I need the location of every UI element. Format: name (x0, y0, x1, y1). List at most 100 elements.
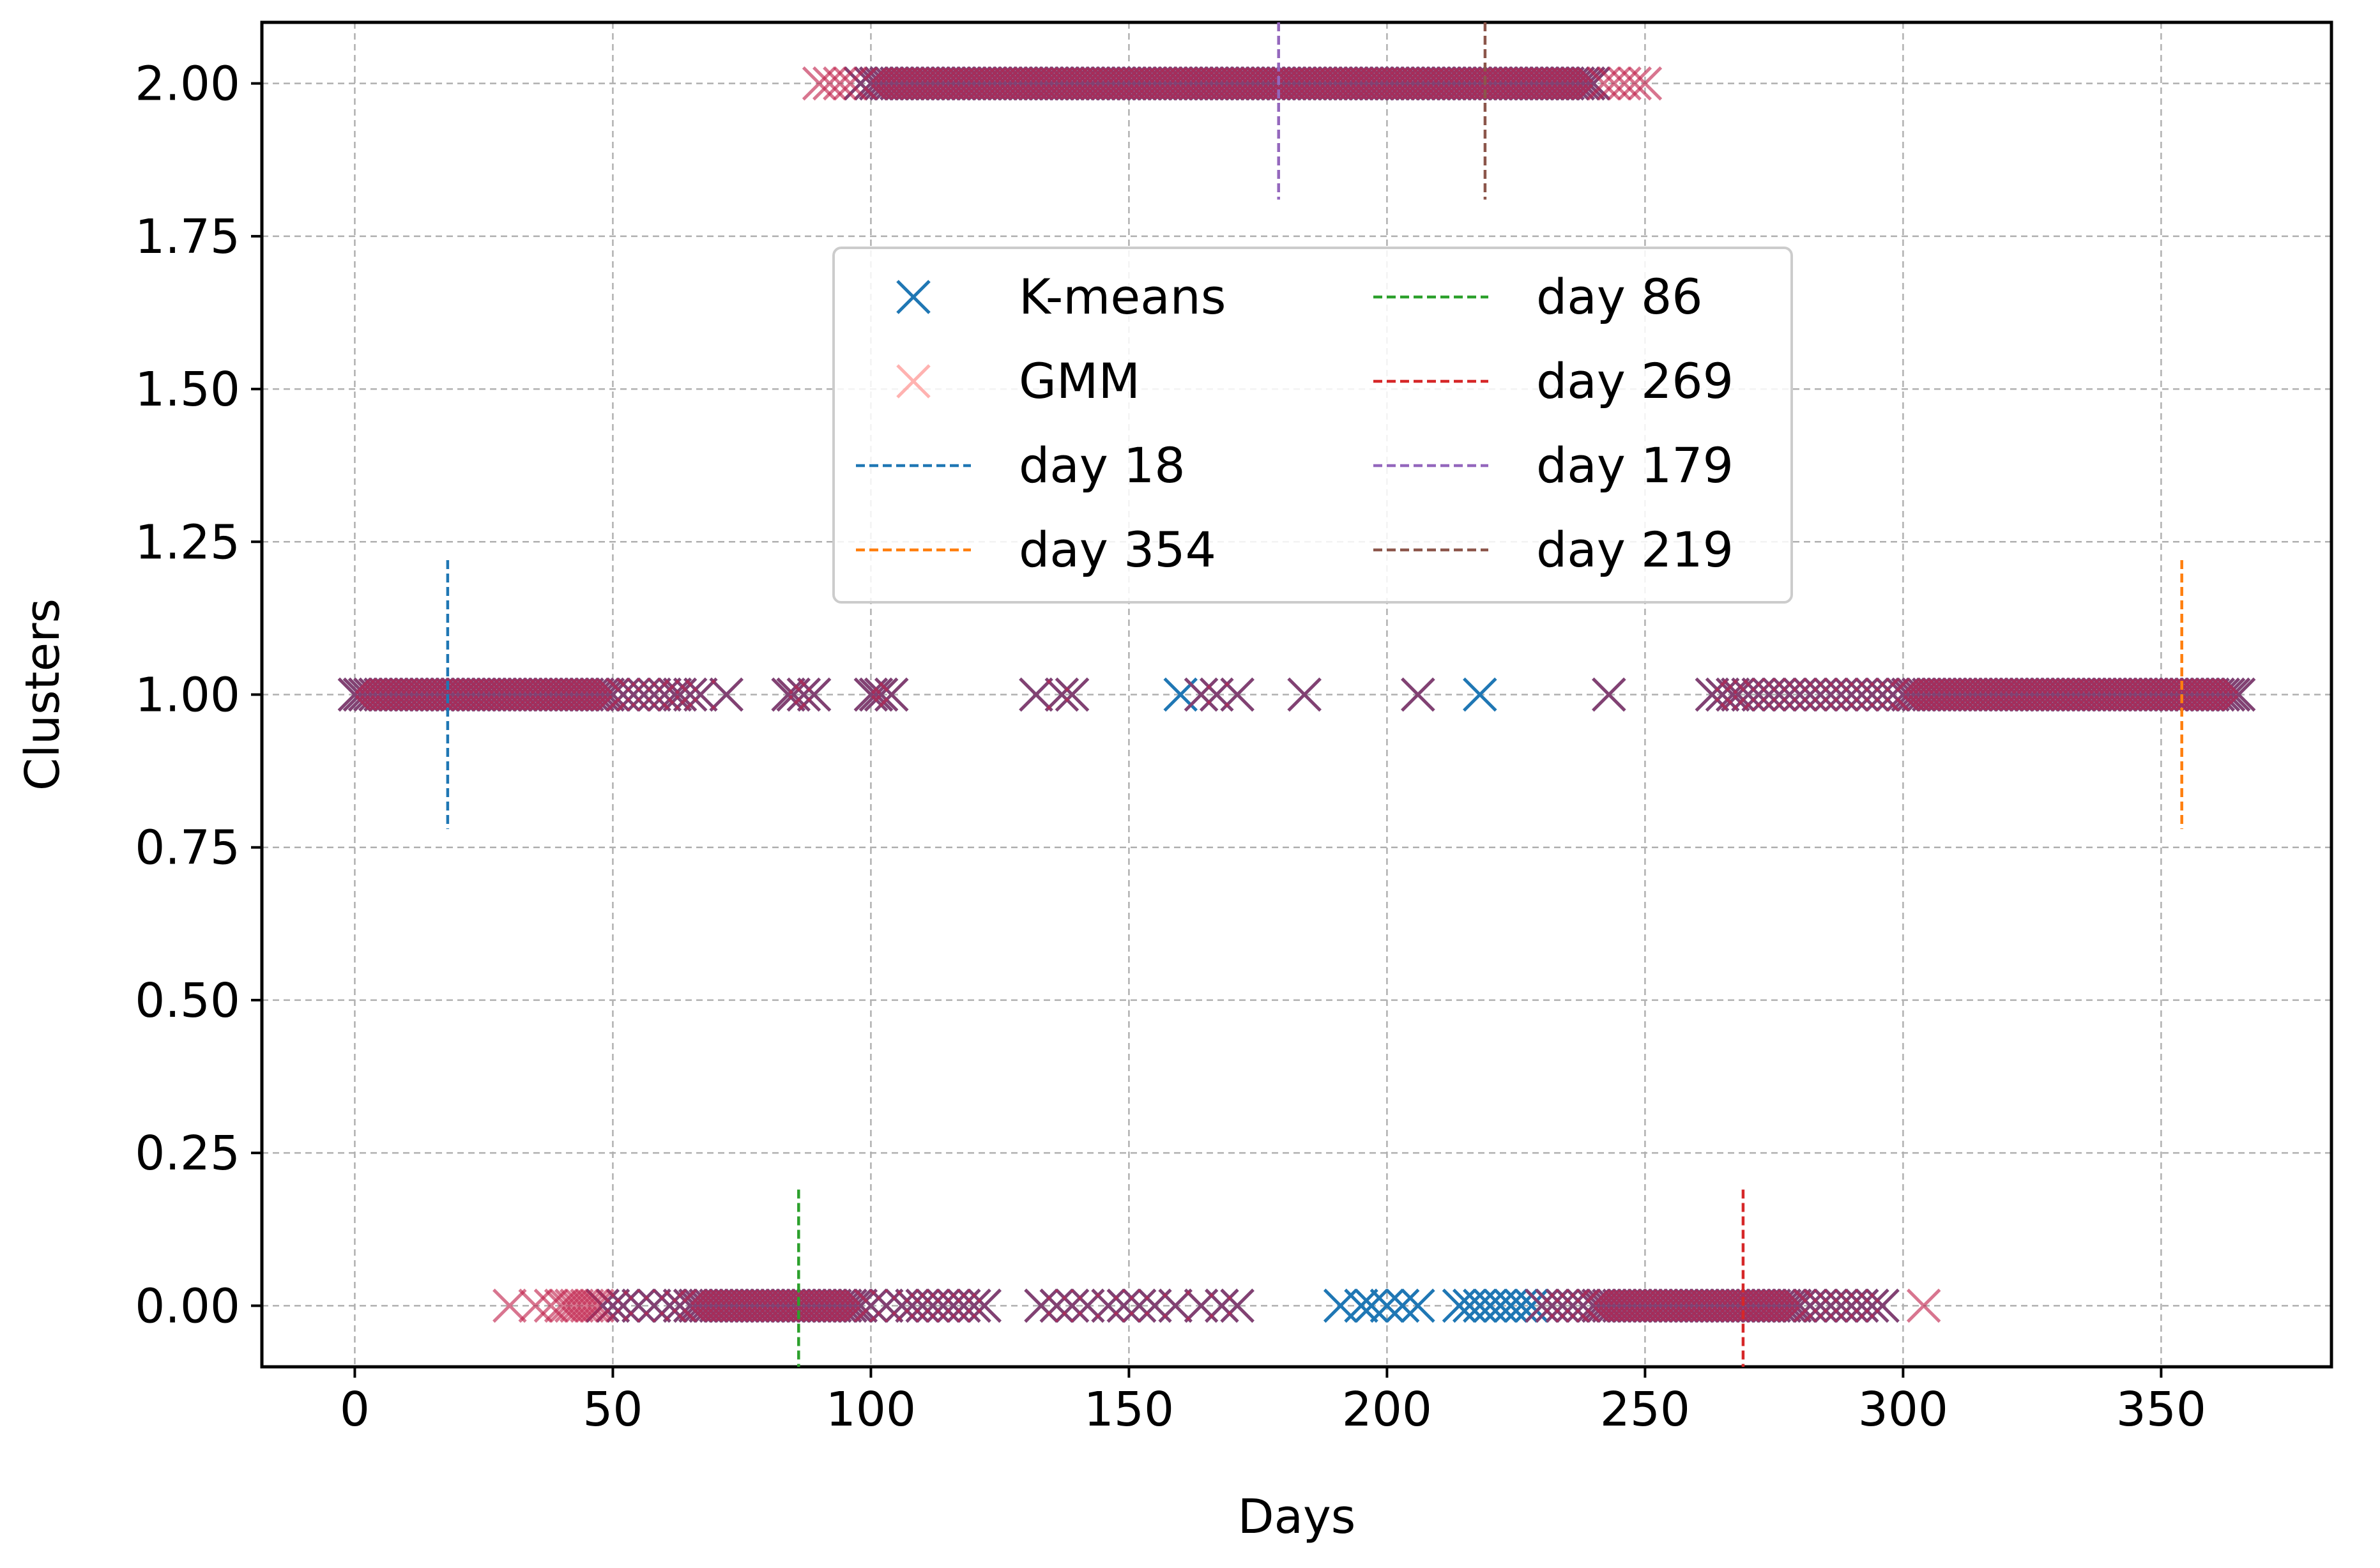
gmm-point (1158, 1288, 1193, 1323)
gmm-point (622, 1288, 656, 1323)
gmm-point (1715, 677, 1750, 712)
scatter-points (337, 66, 2256, 1323)
kmeans-point (1463, 677, 1497, 712)
gmm-point (1767, 1288, 1802, 1323)
gmm-point (1039, 1288, 1074, 1323)
gmm-point (1055, 1288, 1090, 1323)
gmm-point (843, 1288, 878, 1323)
gmm-point (1287, 677, 1322, 712)
gmm-point (786, 677, 821, 712)
legend-label: day 18 (1019, 437, 1186, 494)
legend-marker-gmm (896, 364, 931, 399)
x-tick-label: 100 (826, 1382, 916, 1437)
gmm-point (492, 1288, 527, 1323)
x-tick-label: 200 (1342, 1382, 1432, 1437)
gmm-point (2221, 677, 2256, 712)
gmm-point (1106, 1288, 1141, 1323)
kmeans-point (1354, 1288, 1389, 1323)
gmm-point (1855, 1288, 1889, 1323)
gmm-point (709, 677, 744, 712)
gmm-point (606, 1288, 641, 1323)
kmeans-point (1385, 1288, 1420, 1323)
legend-marker-k-means (896, 280, 931, 314)
gmm-point (580, 1288, 614, 1323)
gmm-point (1705, 677, 1740, 712)
y-tick-label: 0.50 (135, 973, 240, 1028)
gmm-point (657, 677, 692, 712)
gmm-point (1571, 66, 1606, 101)
gmm-point (673, 677, 708, 712)
gmm-point (838, 1288, 873, 1323)
gmm-point (771, 677, 805, 712)
plot-frame (260, 20, 2333, 1369)
x-tick-label: 50 (583, 1382, 643, 1437)
gmm-point (957, 1288, 991, 1323)
y-tick-label: 1.75 (135, 209, 240, 264)
gmm-point (580, 677, 614, 712)
x-tick-label: 250 (1600, 1382, 1690, 1437)
gmm-point (1205, 1288, 1239, 1323)
gmm-point (967, 1288, 1002, 1323)
legend-label: day 219 (1536, 521, 1734, 578)
gmm-point (828, 1288, 862, 1323)
axis-ticks: 0 50 100 150 200 250 300 350 0.00 0.25 0.50 0.75 1.0… (135, 57, 2206, 1437)
gmm-point (1220, 677, 1255, 712)
y-tick-label: 0.25 (135, 1126, 240, 1181)
gmm-point (647, 677, 682, 712)
gmm-point (1777, 1288, 1812, 1323)
legend-label: K-means (1019, 268, 1226, 325)
gmm-point (1019, 677, 1053, 712)
gmm-point (853, 1288, 889, 1323)
gmm-point (683, 677, 718, 712)
gmm-point (1024, 1288, 1058, 1323)
kmeans-point (1401, 1288, 1435, 1323)
gmm-point (1220, 1288, 1255, 1323)
kmeans-point (1369, 1288, 1405, 1323)
gmm-point (1628, 66, 1663, 101)
x-tick-label: 300 (1858, 1382, 1948, 1437)
gmm-point (874, 677, 909, 712)
x-axis-label: Days (1238, 1489, 1356, 1544)
legend-label: day 354 (1019, 521, 1216, 578)
gmm-point (1617, 66, 1652, 101)
gmm-point (1592, 677, 1626, 712)
gmm-point (1122, 1288, 1157, 1323)
kmeans-point (1344, 1288, 1378, 1323)
y-axis-label: Clusters (15, 598, 70, 791)
gmm-point (1906, 1288, 1941, 1323)
y-tick-label: 1.25 (135, 515, 240, 570)
gmm-point (797, 677, 832, 712)
gmm-point (518, 1288, 553, 1323)
y-tick-label: 0.75 (135, 821, 240, 876)
x-tick-label: 0 (340, 1382, 370, 1437)
gmm-point (2211, 677, 2246, 712)
gmm-point (2216, 677, 2251, 712)
gmm-point (864, 677, 899, 712)
x-tick-label: 350 (2116, 1382, 2206, 1437)
vertical-marker-lines (446, 22, 2183, 1367)
gmm-point (869, 1288, 904, 1323)
legend-label: day 179 (1536, 437, 1734, 494)
gmm-point (1044, 677, 1079, 712)
gmm-point (858, 677, 894, 712)
gmm-point (2206, 677, 2241, 712)
legend-label: GMM (1019, 353, 1140, 409)
gmm-point (1091, 1288, 1125, 1323)
gmm-point (595, 1288, 630, 1323)
gmm-point (570, 1288, 604, 1323)
y-tick-label: 0.00 (135, 1279, 240, 1334)
legend-box (832, 247, 1793, 604)
legend-label: day 269 (1536, 353, 1734, 409)
gmm-point (590, 677, 625, 712)
gmm-point (1055, 677, 1090, 712)
gmm-point (1865, 1288, 1900, 1323)
legend: K-means GMM day 18 day 354 day 86 day 269 day … (832, 247, 1793, 604)
gmm-point (1184, 677, 1219, 712)
gmm-point (1401, 677, 1435, 712)
gmm-point (637, 1288, 671, 1323)
gmm-point (1560, 66, 1596, 101)
y-tick-label: 1.00 (135, 668, 240, 723)
